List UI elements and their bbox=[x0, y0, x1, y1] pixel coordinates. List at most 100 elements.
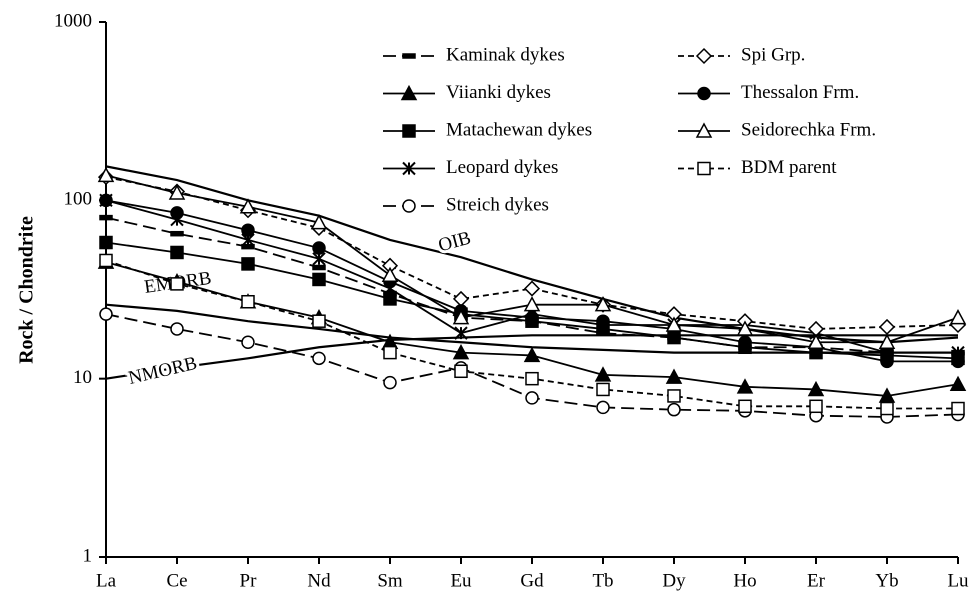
x-tick-label: Eu bbox=[450, 570, 472, 591]
marker bbox=[97, 166, 115, 183]
y-tick-label: 1000 bbox=[54, 10, 92, 31]
marker bbox=[594, 366, 612, 382]
marker bbox=[99, 307, 113, 321]
marker bbox=[99, 235, 113, 250]
marker bbox=[738, 399, 752, 414]
marker bbox=[452, 290, 470, 307]
marker bbox=[594, 296, 612, 312]
y-tick-label: 10 bbox=[73, 367, 92, 388]
series-line bbox=[105, 199, 958, 354]
reference-label: OIB bbox=[436, 228, 473, 257]
x-tick-label: Gd bbox=[520, 570, 544, 591]
legend-label: Streich dykes bbox=[446, 194, 549, 215]
marker bbox=[383, 345, 397, 360]
legend-bg bbox=[674, 42, 924, 70]
marker bbox=[697, 161, 711, 176]
marker bbox=[312, 272, 326, 287]
marker bbox=[596, 382, 610, 397]
y-tick-label: 1 bbox=[83, 545, 93, 566]
marker bbox=[523, 280, 541, 297]
marker bbox=[951, 401, 965, 416]
marker bbox=[949, 309, 967, 325]
marker bbox=[312, 252, 326, 266]
marker bbox=[452, 344, 470, 360]
marker bbox=[738, 335, 752, 350]
x-tick-label: Nd bbox=[307, 570, 331, 591]
x-tick-label: Ce bbox=[166, 570, 187, 591]
marker bbox=[312, 264, 326, 271]
marker bbox=[807, 380, 825, 397]
marker bbox=[525, 310, 539, 325]
legend-label: BDM parent bbox=[741, 157, 837, 178]
marker bbox=[880, 354, 894, 369]
marker bbox=[241, 294, 255, 309]
marker bbox=[667, 402, 681, 417]
marker bbox=[402, 161, 416, 176]
marker bbox=[99, 193, 113, 208]
marker bbox=[239, 198, 257, 214]
marker bbox=[402, 53, 416, 59]
marker bbox=[170, 206, 184, 220]
marker bbox=[523, 296, 541, 312]
marker bbox=[695, 47, 713, 65]
marker bbox=[454, 364, 468, 379]
marker bbox=[383, 375, 397, 390]
marker bbox=[667, 389, 681, 403]
legend-label: Viianki dykes bbox=[446, 82, 551, 103]
marker bbox=[99, 253, 113, 268]
marker bbox=[878, 333, 896, 350]
marker bbox=[170, 322, 184, 336]
x-tick-label: La bbox=[96, 570, 117, 591]
marker bbox=[99, 214, 113, 221]
marker bbox=[807, 333, 825, 350]
marker bbox=[697, 86, 711, 101]
marker bbox=[241, 223, 255, 237]
marker bbox=[381, 266, 399, 283]
marker bbox=[949, 375, 967, 392]
x-tick-label: Lu bbox=[947, 570, 969, 591]
marker bbox=[312, 351, 326, 366]
marker bbox=[170, 245, 184, 260]
marker bbox=[523, 346, 541, 363]
marker bbox=[525, 371, 539, 386]
marker bbox=[596, 314, 610, 328]
marker bbox=[665, 316, 683, 332]
marker bbox=[310, 214, 328, 230]
x-tick-label: Tb bbox=[592, 570, 613, 591]
marker bbox=[400, 84, 418, 101]
legend-label: Seidorechka Frm. bbox=[741, 119, 876, 140]
marker bbox=[312, 241, 326, 255]
legend-label: Spi Grp. bbox=[741, 44, 805, 65]
reference-label: NMORB bbox=[126, 353, 199, 389]
marker bbox=[312, 314, 326, 328]
marker bbox=[241, 335, 255, 350]
marker bbox=[402, 124, 416, 138]
legend-label: Matachewan dykes bbox=[446, 119, 592, 140]
marker bbox=[951, 354, 965, 369]
x-tick-label: Sm bbox=[377, 570, 403, 591]
y-axis-label: Rock / Chondrite bbox=[16, 216, 38, 364]
x-tick-label: Er bbox=[807, 570, 826, 591]
x-tick-label: Ho bbox=[733, 570, 756, 591]
y-tick-label: 100 bbox=[64, 189, 93, 210]
x-tick-label: Pr bbox=[240, 570, 258, 591]
marker bbox=[878, 318, 896, 336]
marker bbox=[454, 326, 468, 340]
marker bbox=[596, 400, 610, 415]
marker bbox=[736, 320, 754, 336]
marker bbox=[525, 391, 539, 405]
marker bbox=[168, 184, 186, 200]
marker bbox=[809, 399, 823, 414]
legend-label: Thessalon Frm. bbox=[741, 82, 859, 103]
marker bbox=[880, 401, 894, 416]
legend-label: Leopard dykes bbox=[446, 157, 558, 178]
marker bbox=[170, 277, 184, 291]
marker bbox=[170, 230, 184, 237]
marker bbox=[383, 292, 397, 306]
x-tick-label: Yb bbox=[875, 570, 898, 591]
marker bbox=[695, 122, 713, 138]
marker bbox=[241, 257, 255, 271]
marker bbox=[736, 378, 754, 394]
legend-label: Kaminak dykes bbox=[446, 44, 565, 65]
